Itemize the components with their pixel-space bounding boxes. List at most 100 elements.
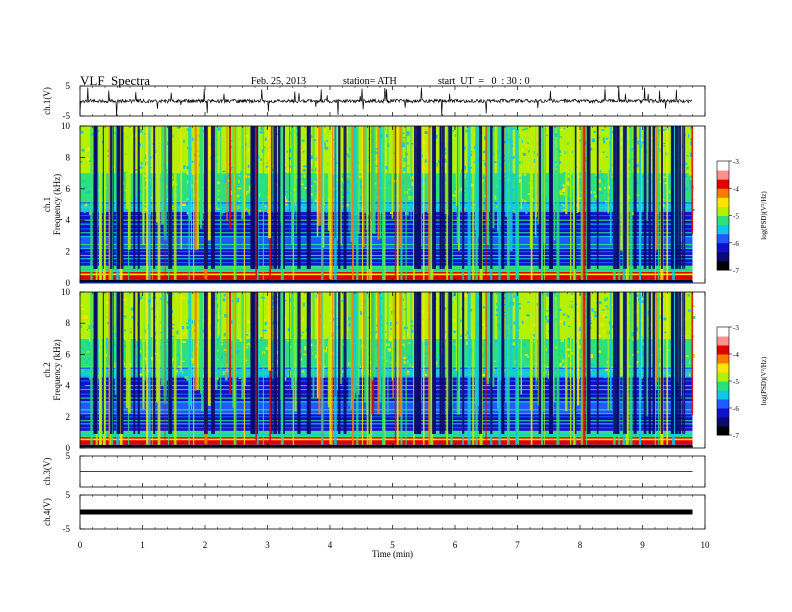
spectrogram-speckle [484, 301, 486, 306]
spectrogram-speckle [303, 174, 306, 179]
narrowband-line [80, 240, 693, 242]
colorbar-step [717, 355, 729, 359]
sferic-burst [476, 292, 479, 406]
quiet-gap [670, 126, 673, 269]
spectrogram-speckle [523, 342, 526, 347]
sferic-burst [585, 126, 588, 280]
spectrogram-speckle [686, 355, 689, 357]
spectrogram-speckle [500, 157, 503, 159]
sferic-burst [194, 126, 197, 251]
narrowband-line [80, 420, 693, 422]
sferic-burst [472, 292, 475, 445]
spectrogram-speckle [597, 350, 602, 353]
sferic-burst [467, 126, 471, 280]
y-axis-label: ch.3(V) [42, 458, 52, 486]
colorbar-step [717, 364, 729, 368]
spectrogram-speckle [560, 338, 564, 343]
quiet-gap [450, 126, 452, 269]
spectrogram-speckle [230, 190, 232, 195]
spectrogram-speckle [106, 313, 109, 315]
x-tick-label: 7 [515, 540, 520, 550]
spectrogram-speckle [453, 296, 456, 301]
colorbar-step [717, 251, 729, 255]
spectrogram-speckle [604, 304, 608, 306]
spectrogram-speckle [578, 196, 581, 200]
sferic-burst [535, 126, 537, 239]
sferic-burst [382, 292, 384, 445]
colorbar-tick-label: -4 [733, 351, 739, 359]
quiet-gap [574, 126, 577, 269]
spectrogram-band [80, 201, 693, 211]
narrowband-line [80, 385, 693, 387]
sferic-burst [366, 292, 369, 445]
x-tick-label: 1 [140, 540, 145, 550]
y-tick-label: 2 [66, 247, 71, 257]
sferic-burst [373, 126, 376, 235]
spectrogram-speckle [272, 363, 275, 366]
spectrogram-speckle [524, 127, 529, 131]
spectrogram-speckle [177, 365, 181, 370]
spectrogram-speckle [444, 331, 447, 333]
y-tick-label: 4 [66, 381, 71, 391]
colorbar-step [717, 345, 729, 348]
spectrogram-speckle [347, 328, 350, 331]
colorbar-step [717, 400, 729, 404]
spectrogram-speckle [594, 195, 597, 197]
spectrogram-speckle [302, 317, 304, 321]
spectrogram-speckle [641, 377, 644, 379]
spectrogram-speckle [131, 316, 136, 319]
colorbar-step [717, 164, 729, 167]
spectrogram-speckle [123, 331, 127, 336]
spectrogram-speckle [80, 368, 84, 372]
spectrogram-speckle [289, 148, 293, 153]
sferic-burst [234, 292, 236, 381]
spectrogram-speckle [383, 324, 388, 327]
sferic-burst [476, 126, 479, 237]
quiet-gap [102, 126, 104, 269]
sferic-burst [361, 126, 364, 280]
sferic-burst [457, 292, 458, 391]
spectrogram-speckle [300, 199, 304, 202]
spectrogram-speckle [592, 334, 597, 338]
spectrogram-speckle [482, 150, 486, 154]
spectrogram-speckle [84, 203, 88, 207]
spectrogram-speckle [106, 167, 110, 172]
spectrogram-speckle [435, 298, 438, 302]
spectrogram-speckle [636, 327, 639, 332]
sferic-burst [334, 126, 336, 238]
sferic-burst [506, 292, 510, 445]
spectrogram-speckle [131, 329, 134, 333]
colorbar-step [717, 230, 729, 233]
spectrogram-speckle [285, 172, 287, 174]
colorbar-step [717, 397, 729, 400]
spectrogram-band [80, 366, 693, 377]
spectrogram-speckle [89, 150, 91, 152]
spectrogram-speckle [271, 168, 274, 172]
spectrogram-speckle [139, 143, 141, 147]
spectrogram-speckle [231, 346, 233, 350]
colorbar-step [717, 188, 729, 191]
spectrogram-speckle [225, 150, 228, 152]
colorbar-step [717, 170, 729, 173]
spectrogram-speckle [680, 298, 684, 301]
sferic-burst [583, 126, 586, 280]
sferic-burst [400, 126, 403, 280]
spectrogram-speckle [453, 346, 457, 350]
spectrogram-speckle [265, 329, 267, 332]
spectrogram-speckle [325, 149, 327, 151]
sferic-burst [364, 126, 367, 212]
spectrogram-speckle [453, 329, 457, 334]
spectrogram-speckle [284, 191, 288, 193]
quiet-gap [211, 126, 215, 269]
quiet-gap [462, 292, 465, 434]
colorbar-step [717, 330, 729, 333]
spectrogram-speckle [136, 304, 139, 306]
spectrogram-speckle [139, 373, 143, 376]
spectrogram-speckle [602, 309, 604, 312]
spectrogram-speckle [261, 340, 263, 342]
spectrogram-speckle [305, 303, 307, 307]
spectrogram-speckle [688, 133, 690, 138]
sferic-burst [291, 126, 294, 245]
spectrogram-speckle [642, 183, 644, 185]
spectrogram-speckle [570, 352, 574, 355]
